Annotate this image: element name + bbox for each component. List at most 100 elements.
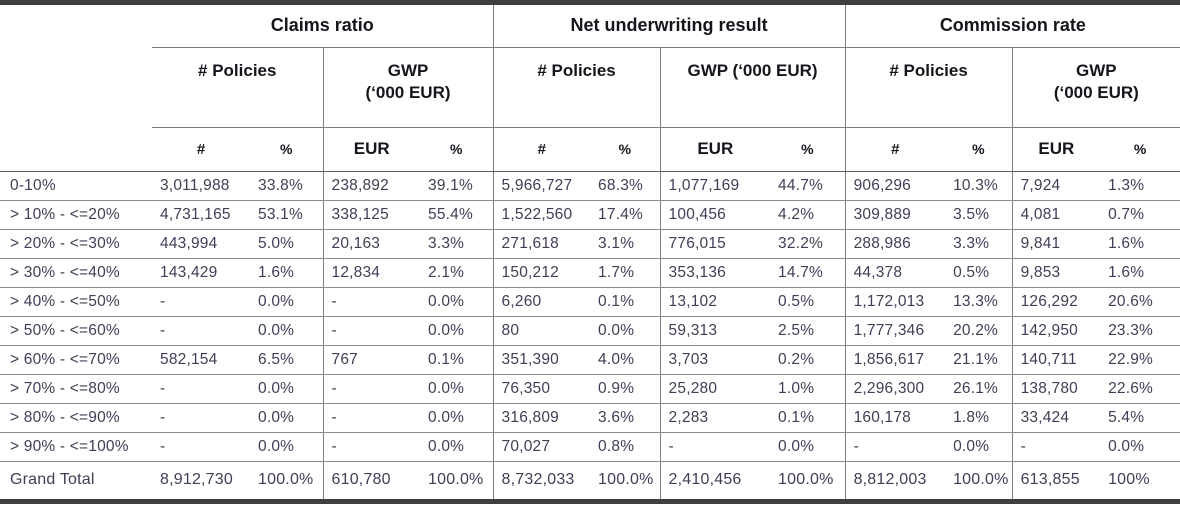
table-cell: - (152, 374, 250, 404)
table-row: > 70% - <=80% -0.0% -0.0% 76,350 0.9% 25,280 1… (0, 374, 1180, 404)
table-cell: 6.5% (250, 345, 323, 375)
table-cell: 3,703 (659, 345, 771, 375)
subgroup-header-row: # Policies GWP (‘000 EUR) # Policies GWP… (0, 47, 1180, 128)
table-cell: 100.0% (258, 471, 314, 489)
table-cell: 0.0% (420, 374, 494, 404)
table-cell: 2,283 (659, 403, 771, 433)
table-cell: 1.6% (1100, 229, 1180, 259)
row-label: 0-10% (0, 171, 152, 201)
table-cell: 55.4% (420, 200, 494, 230)
table-cell: 1,077,169 (659, 171, 771, 201)
measure-header: % (250, 127, 323, 172)
row-label: > 90% - <=100% (0, 432, 152, 462)
table-cell: 68.3% (590, 171, 661, 201)
table-cell: 0.0% (1100, 432, 1180, 462)
table-cell: 3.1% (590, 229, 661, 259)
table-cell: 0.0% (420, 287, 494, 317)
underwriting-metrics-table: Claims ratio Net underwriting result Com… (0, 5, 1180, 499)
table-cell: 0.0% (420, 316, 494, 346)
table-cell: 0.9% (590, 374, 661, 404)
table-row: > 40% - <=50% -0.0% -0.0% 6,260 0.1% 13,102 0.… (0, 287, 1180, 317)
table-cell: 140,711 (1011, 345, 1101, 375)
table-cell: 4.2% (770, 200, 846, 230)
table-cell: - (659, 432, 771, 462)
table-cell: 610,780 (322, 461, 420, 499)
measure-header-row: # % EUR % # % EUR % # % EUR % (0, 127, 1180, 172)
table-cell: 8,812,003 (844, 461, 946, 499)
gwp-header: GWP (‘000 EUR) (1011, 47, 1180, 128)
table-cell: 0.1% (590, 287, 661, 317)
table-cell: 80 (492, 316, 591, 346)
table-cell: 100.0% (953, 471, 1009, 489)
table-cell: 0.2% (770, 345, 846, 375)
table-cell: - (152, 316, 250, 346)
table-cell: 0.1% (770, 403, 846, 433)
table-cell: 1.8% (945, 403, 1013, 433)
table-cell: 1,522,560 (492, 200, 591, 230)
table-cell: 10.3% (945, 171, 1013, 201)
table-cell: 0.0% (420, 432, 494, 462)
table-cell: 14.7% (770, 258, 846, 288)
table-cell: 1.6% (250, 258, 323, 288)
table-cell: 1.0% (770, 374, 846, 404)
table-cell: 32.2% (770, 229, 846, 259)
table-cell: 2,296,300 (844, 374, 946, 404)
row-label: > 50% - <=60% (0, 316, 152, 346)
table-cell: 39.1% (420, 171, 494, 201)
table-cell: 53.1% (250, 200, 323, 230)
table-row: > 20% - <=30% 443,994 5.0% 20,163 3.3% 271,61… (0, 229, 1180, 259)
table-cell: 613,855 (1011, 461, 1101, 499)
table-cell: 309,889 (844, 200, 946, 230)
table-row: > 80% - <=90% -0.0% -0.0% 316,809 3.6% 2,283 0… (0, 403, 1180, 433)
table-cell: 138,780 (1011, 374, 1101, 404)
table-cell: 0.0% (945, 432, 1013, 462)
table-cell: 906,296 (844, 171, 946, 201)
table-cell: 1.7% (590, 258, 661, 288)
table-cell: - (322, 432, 420, 462)
table-cell: 1.6% (1100, 258, 1180, 288)
table-cell: 44,378 (844, 258, 946, 288)
policies-header: # Policies (492, 47, 661, 128)
table-cell: 3.5% (945, 200, 1013, 230)
table-cell: - (322, 287, 420, 317)
measure-header: # (844, 127, 946, 172)
table-cell: 4.0% (590, 345, 661, 375)
table-cell: 59,313 (659, 316, 771, 346)
table-body: 0-10% 3,011,988 33.8% 238,892 39.1% 5,966,727… (0, 171, 1180, 499)
table-cell: 2,410,456 (659, 461, 771, 499)
table-cell: 1,777,346 (844, 316, 946, 346)
row-label: > 30% - <=40% (0, 258, 152, 288)
table-cell: 22.9% (1100, 345, 1180, 375)
table-cell: 0.0% (250, 374, 323, 404)
table-cell: 100% (1108, 471, 1150, 489)
table-cell: - (1011, 432, 1101, 462)
row-label: > 20% - <=30% (0, 229, 152, 259)
row-label: > 70% - <=80% (0, 374, 152, 404)
policies-header: # Policies (152, 47, 323, 128)
corner-cell (0, 47, 152, 127)
table-cell: 0.1% (420, 345, 494, 375)
table-cell: 5,966,727 (492, 171, 591, 201)
measure-header: % (945, 127, 1013, 172)
table-cell: 13,102 (659, 287, 771, 317)
table-cell: - (322, 374, 420, 404)
table-cell: 351,390 (492, 345, 591, 375)
group-header-commission-rate: Commission rate (844, 5, 1180, 48)
table-cell: 26.1% (945, 374, 1013, 404)
table-cell: 143,429 (152, 258, 250, 288)
table-cell: 9,841 (1011, 229, 1101, 259)
measure-header: % (770, 127, 846, 172)
table-cell: 100.0% (428, 471, 484, 489)
table-cell: 3.3% (945, 229, 1013, 259)
table-cell: 4,731,165 (152, 200, 250, 230)
table-cell: 76,350 (492, 374, 591, 404)
table-cell: 767 (322, 345, 420, 375)
group-header-row: Claims ratio Net underwriting result Com… (0, 5, 1180, 48)
corner-cell (0, 5, 152, 47)
table-cell: 6,260 (492, 287, 591, 317)
table-cell: 1,172,013 (844, 287, 946, 317)
grand-total-row: Grand Total 8,912,730 100.0% 610,780 100.0% 8… (0, 461, 1180, 499)
table-cell: 126,292 (1011, 287, 1101, 317)
table-cell: 0.0% (770, 432, 846, 462)
table-cell: 22.6% (1100, 374, 1180, 404)
